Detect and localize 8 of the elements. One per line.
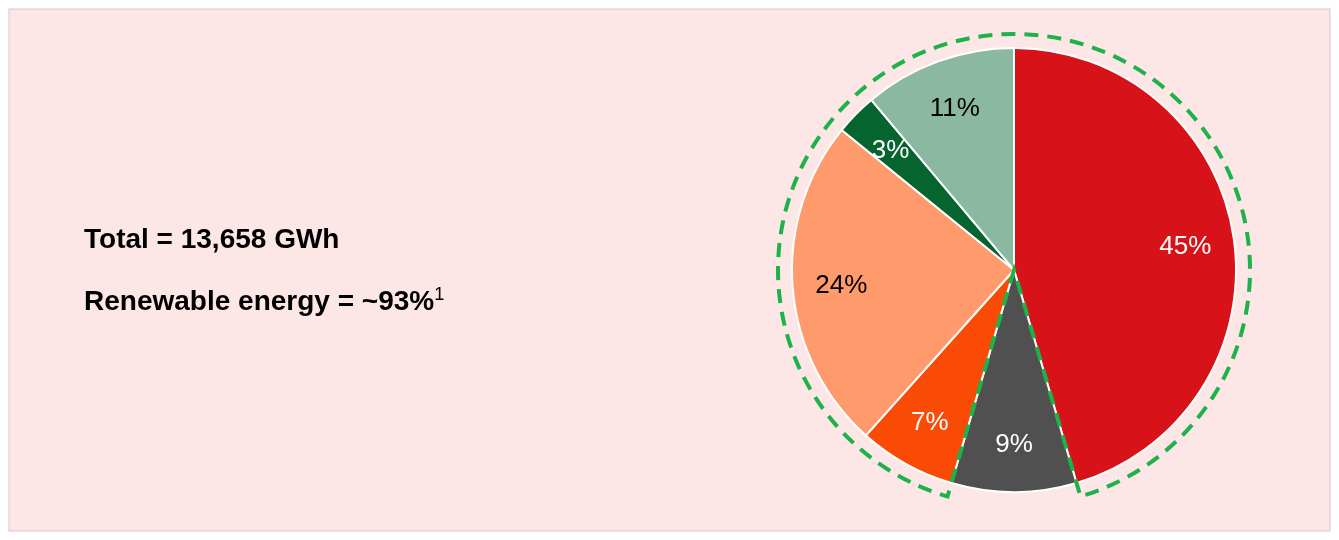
data-label: 11% xyxy=(929,92,980,123)
data-label: 24% xyxy=(815,268,868,299)
data-label: 7% xyxy=(911,406,949,437)
data-label: 45% xyxy=(1159,230,1212,261)
data-label: 9% xyxy=(995,428,1033,459)
text: Renewable energy = ~93%$^{1}$ xyxy=(84,284,445,316)
data-label: 3% xyxy=(871,133,910,164)
text: Total = 13,658 GWh xyxy=(84,223,340,254)
